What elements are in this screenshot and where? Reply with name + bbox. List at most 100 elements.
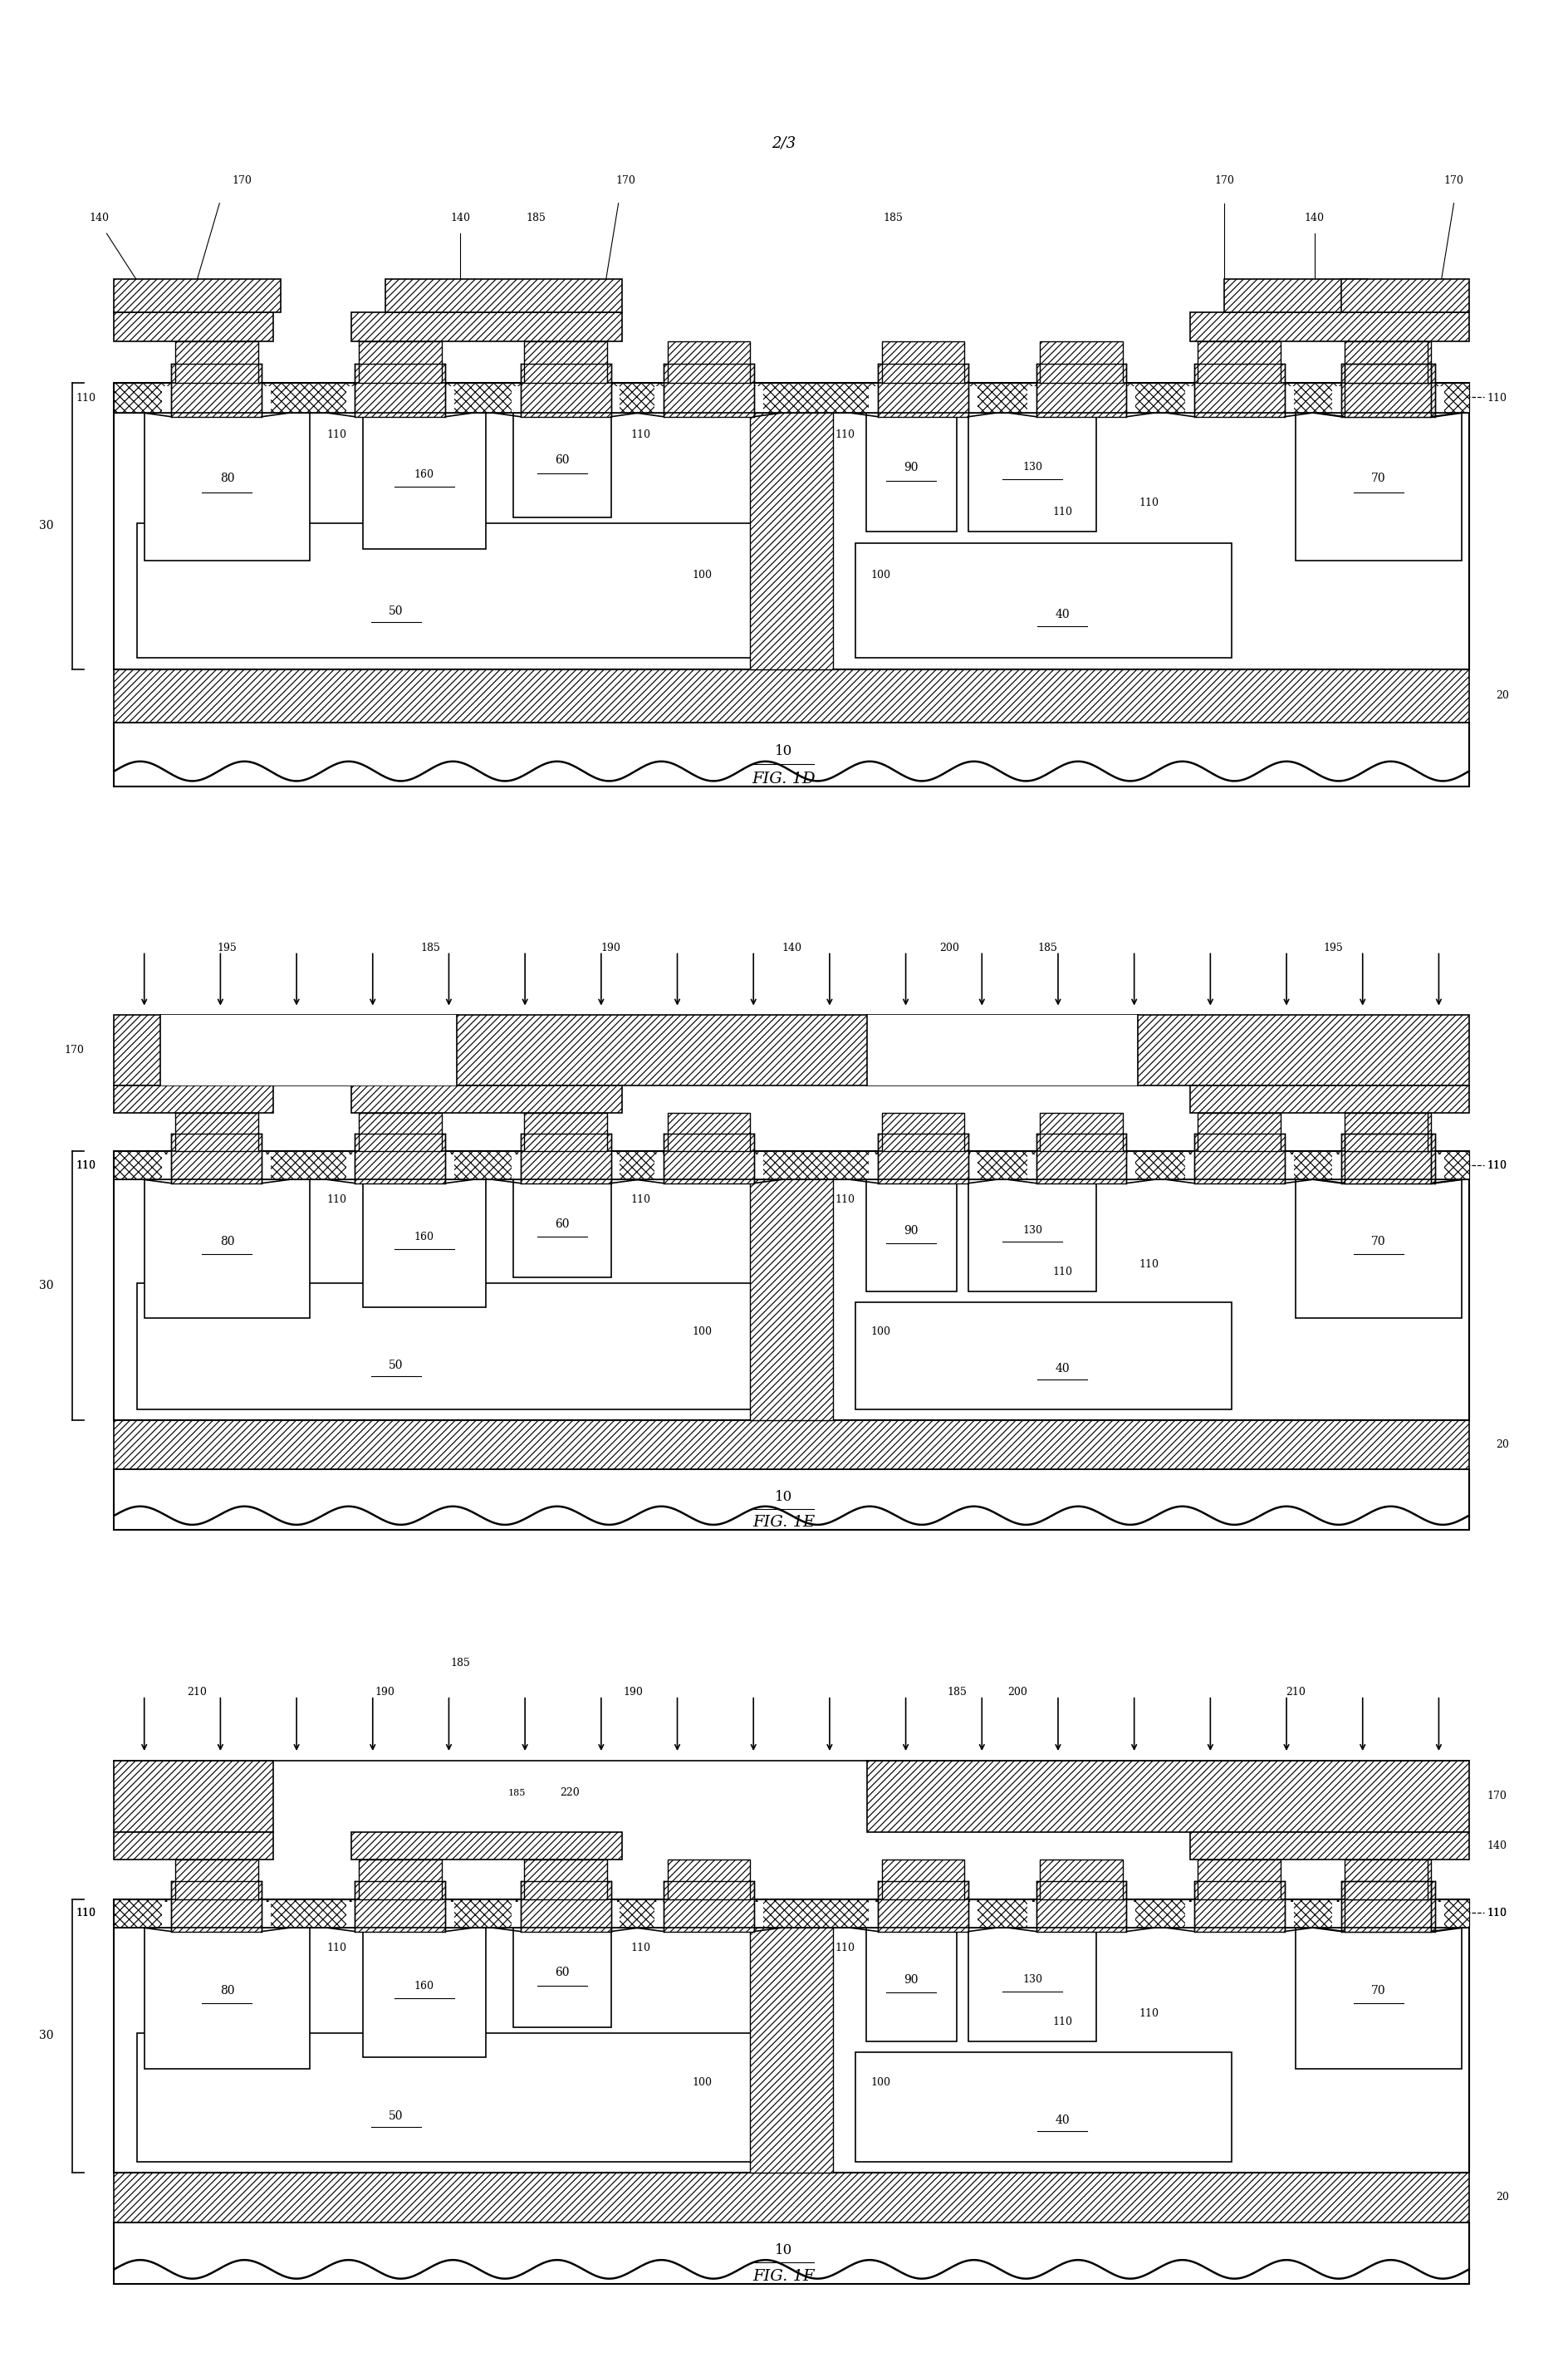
- Text: 100: 100: [693, 1327, 712, 1336]
- Text: 140: 140: [1486, 1841, 1507, 1850]
- Bar: [668, 1113, 750, 1153]
- Bar: [351, 1831, 622, 1860]
- Bar: [114, 278, 281, 313]
- Text: 100: 100: [870, 2077, 891, 2088]
- Bar: [1345, 1113, 1427, 1153]
- Text: 160: 160: [414, 469, 434, 481]
- Bar: [856, 544, 1232, 658]
- Text: 40: 40: [1055, 608, 1069, 620]
- Text: 110: 110: [328, 1942, 347, 1954]
- Bar: [1185, 1155, 1294, 1178]
- Bar: [511, 1155, 619, 1178]
- Bar: [1331, 1902, 1441, 1928]
- Text: 100: 100: [693, 570, 712, 580]
- Text: 110: 110: [630, 1195, 651, 1204]
- Text: 110: 110: [328, 429, 347, 441]
- Bar: [1040, 1113, 1123, 1153]
- Text: 90: 90: [903, 1226, 919, 1237]
- Bar: [869, 387, 977, 412]
- Text: 110: 110: [1052, 2018, 1073, 2027]
- Bar: [136, 523, 754, 658]
- Text: 140: 140: [89, 212, 110, 224]
- Bar: [1295, 1914, 1461, 2069]
- Bar: [969, 403, 1096, 533]
- Bar: [654, 1902, 764, 1928]
- Text: 80: 80: [220, 1235, 234, 1247]
- Text: 190: 190: [375, 1688, 395, 1697]
- Text: 110: 110: [1052, 507, 1073, 516]
- Text: 60: 60: [555, 1219, 569, 1230]
- Bar: [969, 1169, 1096, 1292]
- Bar: [114, 2223, 1469, 2284]
- Bar: [114, 382, 1469, 669]
- Bar: [511, 387, 619, 412]
- Bar: [663, 363, 754, 417]
- Text: 185: 185: [420, 943, 441, 952]
- Bar: [114, 1419, 1469, 1471]
- Bar: [114, 1087, 273, 1113]
- Bar: [114, 1761, 273, 1831]
- Bar: [347, 387, 455, 412]
- Bar: [114, 669, 1469, 721]
- Bar: [114, 2173, 1469, 2223]
- Text: 130: 130: [1022, 1975, 1043, 1985]
- Bar: [663, 1881, 754, 1930]
- Bar: [1336, 1155, 1444, 1178]
- Bar: [1195, 1881, 1284, 1930]
- Text: 190: 190: [624, 1688, 643, 1697]
- Bar: [1348, 1860, 1432, 1900]
- Bar: [1341, 363, 1432, 417]
- Text: 30: 30: [39, 2029, 53, 2041]
- Text: 90: 90: [903, 1973, 919, 1985]
- Bar: [354, 1881, 445, 1930]
- Text: 110: 110: [630, 429, 651, 441]
- Text: 185: 185: [450, 1657, 470, 1669]
- Bar: [866, 1169, 956, 1292]
- Bar: [1348, 342, 1432, 382]
- Text: 30: 30: [39, 521, 53, 533]
- Text: 40: 40: [1055, 1362, 1069, 1374]
- Bar: [1040, 342, 1123, 382]
- Text: FIG. 1D: FIG. 1D: [753, 771, 815, 787]
- Text: 110: 110: [1052, 1268, 1073, 1277]
- Text: 170: 170: [1444, 174, 1465, 186]
- Text: 110: 110: [836, 429, 855, 441]
- Bar: [856, 2053, 1232, 2161]
- Bar: [171, 1881, 262, 1930]
- Text: 60: 60: [555, 455, 569, 467]
- Text: 110: 110: [1486, 1160, 1507, 1171]
- Bar: [114, 382, 1469, 412]
- Bar: [176, 342, 257, 382]
- Bar: [1027, 1902, 1135, 1928]
- Bar: [1190, 1087, 1469, 1113]
- Text: 185: 185: [508, 1789, 527, 1796]
- Bar: [1185, 1902, 1294, 1928]
- Bar: [1345, 363, 1435, 417]
- Text: 160: 160: [414, 1982, 434, 1992]
- Text: 80: 80: [220, 1985, 234, 1996]
- Bar: [1190, 313, 1469, 342]
- Text: 100: 100: [693, 2077, 712, 2088]
- Bar: [114, 721, 1469, 787]
- Bar: [114, 313, 273, 342]
- Bar: [359, 1113, 442, 1153]
- Bar: [1185, 387, 1294, 412]
- Text: 60: 60: [555, 1968, 569, 1978]
- Bar: [1341, 1881, 1432, 1930]
- Text: 110: 110: [77, 1909, 96, 1919]
- Bar: [524, 342, 607, 382]
- Text: 110: 110: [1138, 497, 1159, 509]
- Bar: [513, 403, 612, 519]
- Text: 185: 185: [883, 212, 903, 224]
- Bar: [176, 1113, 257, 1153]
- Bar: [1195, 363, 1284, 417]
- Text: 10: 10: [775, 1490, 793, 1504]
- Bar: [354, 1134, 445, 1183]
- Bar: [750, 1150, 833, 1419]
- Bar: [881, 1860, 964, 1900]
- Bar: [351, 313, 622, 342]
- Bar: [1190, 1831, 1469, 1860]
- Text: 100: 100: [870, 1327, 891, 1336]
- Bar: [969, 1919, 1096, 2041]
- Bar: [1336, 1902, 1444, 1928]
